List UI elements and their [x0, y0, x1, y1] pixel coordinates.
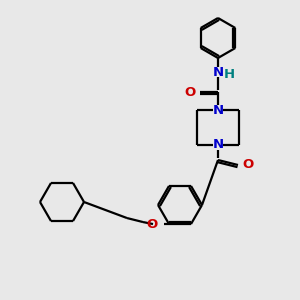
- Text: O: O: [185, 85, 196, 98]
- Text: N: N: [212, 65, 224, 79]
- Text: O: O: [147, 218, 158, 231]
- Text: N: N: [212, 139, 224, 152]
- Text: H: H: [224, 68, 235, 80]
- Text: N: N: [212, 103, 224, 116]
- Text: O: O: [242, 158, 253, 172]
